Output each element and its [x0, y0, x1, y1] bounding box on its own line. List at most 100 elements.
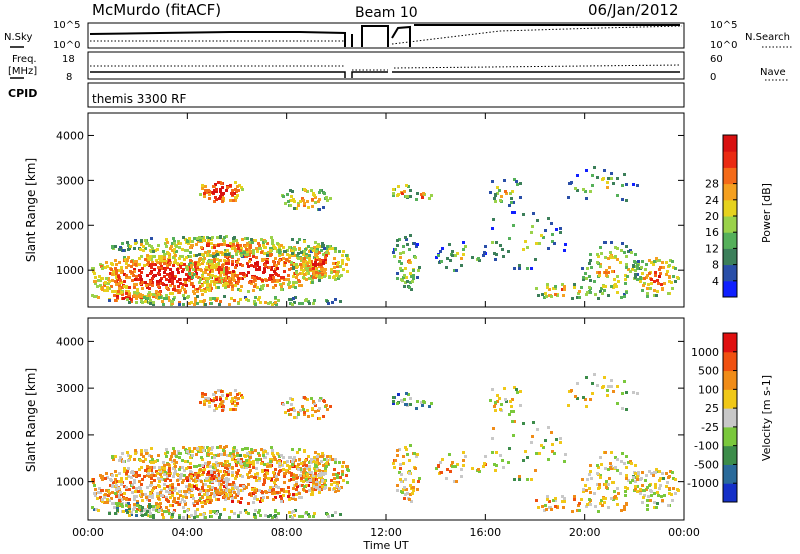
velocity-cell [193, 447, 196, 450]
velocity-cell [109, 484, 112, 487]
velocity-cell [165, 490, 168, 493]
power-cell [165, 284, 168, 287]
power-cell [99, 284, 102, 287]
power-cell [611, 270, 614, 273]
velocity-cell [187, 488, 190, 491]
power-cell [288, 256, 291, 259]
velocity-cell [241, 396, 244, 399]
velocity-cell [303, 413, 306, 416]
power-cell [172, 256, 175, 259]
velocity-cell [278, 455, 281, 458]
power-cell [234, 249, 237, 252]
velocity-cell [223, 478, 226, 481]
velocity-cell [260, 448, 263, 451]
power-cell [146, 274, 149, 277]
velocity-cell [184, 493, 187, 496]
power-cell [441, 247, 444, 250]
velocity-cell [234, 396, 237, 399]
velocity-cell [127, 475, 130, 478]
power-cell [292, 281, 295, 284]
power-cell [305, 298, 308, 301]
velocity-cell [255, 488, 258, 491]
velocity-cell [522, 459, 525, 462]
power-cell [290, 195, 293, 198]
power-cell [161, 300, 164, 303]
power-cell [213, 200, 216, 203]
velocity-cell [624, 486, 627, 489]
power-cell [296, 265, 299, 268]
power-cell [223, 236, 226, 239]
velocity-cell [173, 459, 176, 462]
velocity-cell [307, 455, 310, 458]
velocity-cell [272, 498, 275, 501]
velocity-cell [574, 395, 577, 398]
power-colorbar-swatch [723, 264, 737, 282]
velocity-cell [93, 492, 96, 495]
velocity-cell [229, 408, 232, 411]
power-cell [415, 198, 418, 201]
velocity-cell [225, 471, 228, 474]
velocity-cell [311, 490, 314, 493]
power-cell [138, 263, 141, 266]
power-cell [225, 269, 228, 272]
velocity-cell [116, 480, 119, 483]
power-cell [166, 273, 169, 276]
power-cell [163, 262, 166, 265]
power-cell [300, 251, 303, 254]
velocity-cell [588, 473, 591, 476]
velocity-cell [121, 505, 124, 508]
velocity-cell [625, 455, 628, 458]
velocity-cell [658, 487, 661, 490]
nave-label: Nave [760, 67, 786, 78]
power-cell [621, 242, 624, 245]
velocity-cell [107, 490, 110, 493]
velocity-cell [655, 468, 658, 471]
velocity-colorbar-swatch [723, 370, 737, 390]
power-cell [206, 288, 209, 291]
power-cell [302, 261, 305, 264]
velocity-cell [337, 472, 340, 475]
velocity-cell [544, 439, 547, 442]
power-cell [196, 295, 199, 298]
velocity-cell [120, 480, 123, 483]
velocity-cell [188, 515, 191, 518]
power-cell [221, 200, 224, 203]
velocity-cell [634, 485, 637, 488]
velocity-cell [105, 472, 108, 475]
velocity-cell [310, 471, 313, 474]
power-cell [336, 263, 339, 266]
velocity-cell [171, 488, 174, 491]
velocity-cell [256, 461, 259, 464]
power-cell [411, 280, 414, 283]
power-cell [494, 193, 497, 196]
velocity-cell [156, 492, 159, 495]
power-cell [261, 279, 264, 282]
power-cell [125, 290, 128, 293]
velocity-cell [412, 489, 415, 492]
power-cell [100, 265, 103, 268]
velocity-cell [300, 470, 303, 473]
power-cell [307, 272, 310, 275]
power-cell [154, 249, 157, 252]
power-cell [662, 266, 665, 269]
velocity-cell [312, 400, 315, 403]
power-cell [154, 263, 157, 266]
velocity-cell [173, 472, 176, 475]
power-cell [464, 245, 467, 248]
power-cell [288, 281, 291, 284]
velocity-cell [132, 474, 135, 477]
velocity-cell [401, 400, 404, 403]
velocity-cell [261, 491, 264, 494]
power-cell [559, 231, 562, 234]
power-cell [573, 286, 576, 289]
power-cell [321, 268, 324, 271]
velocity-cell [233, 491, 236, 494]
velocity-cell [310, 458, 313, 461]
velocity-cell [671, 499, 674, 502]
power-cell [260, 238, 263, 241]
velocity-cell [219, 403, 222, 406]
velocity-cell [276, 452, 279, 455]
velocity-cell [407, 403, 410, 406]
velocity-cell [325, 465, 328, 468]
velocity-cell [228, 454, 231, 457]
